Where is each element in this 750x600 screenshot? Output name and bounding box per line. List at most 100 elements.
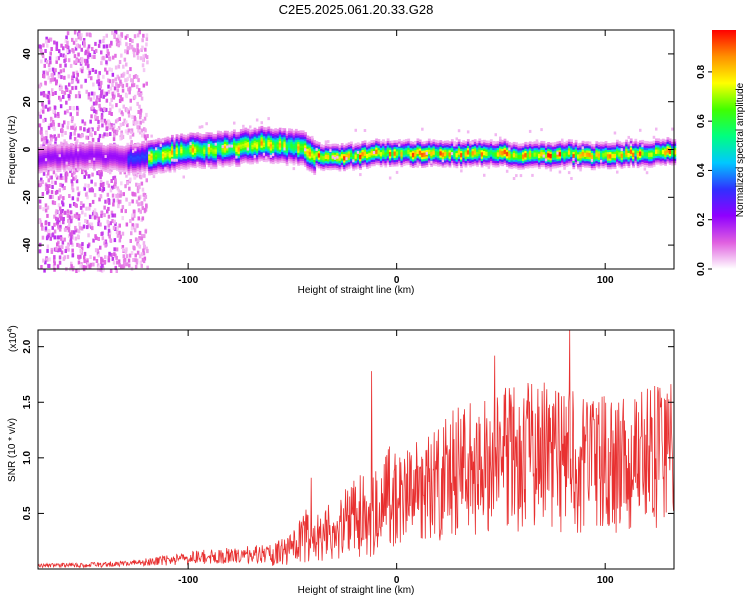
spectrogram-cell bbox=[113, 252, 116, 257]
spectrogram-cell bbox=[216, 149, 220, 153]
spectrogram-cell bbox=[230, 156, 234, 160]
spectrogram-cell bbox=[164, 169, 167, 173]
spectrogram-cell bbox=[106, 159, 110, 163]
spectrogram-cell bbox=[538, 142, 541, 146]
spectrogram-cell bbox=[533, 156, 537, 159]
spectrogram-cell bbox=[414, 151, 417, 155]
spectrogram-cell bbox=[127, 149, 131, 152]
spectrogram-cell bbox=[572, 153, 576, 157]
spectrogram-cell bbox=[164, 139, 167, 143]
spectrogram-cell bbox=[613, 142, 617, 146]
spectrogram-cell bbox=[44, 187, 48, 191]
spectrogram-cell bbox=[292, 152, 296, 155]
spectrogram-cell bbox=[157, 165, 161, 169]
spectrogram-cell bbox=[315, 147, 318, 151]
spectrogram-cell bbox=[214, 138, 218, 141]
spectrogram-cell bbox=[320, 159, 323, 162]
spectrogram-cell bbox=[366, 162, 369, 165]
spectrogram-cell bbox=[83, 161, 87, 164]
spectrogram-cell bbox=[494, 145, 498, 149]
spectrogram-cell bbox=[69, 132, 73, 137]
spectrogram-cell bbox=[382, 139, 385, 143]
spectrogram-cell bbox=[54, 91, 57, 95]
spectrogram-cell bbox=[212, 159, 216, 163]
spectrogram-cell bbox=[345, 167, 349, 170]
spectrogram-cell bbox=[120, 150, 124, 153]
spectrogram-cell bbox=[512, 146, 516, 149]
spectrogram-cell bbox=[320, 148, 323, 152]
spectrogram-cell bbox=[425, 145, 429, 148]
spectrogram-cell bbox=[382, 158, 385, 162]
spectrogram-cell bbox=[278, 149, 282, 152]
spectrogram-cell bbox=[265, 131, 268, 135]
spectrogram-cell bbox=[551, 146, 555, 150]
spectrogram-cell bbox=[432, 158, 436, 162]
spectrogram-cell bbox=[75, 269, 78, 273]
spectrogram-cell bbox=[405, 160, 408, 164]
spectrogram-cell bbox=[48, 106, 52, 111]
spectrogram-cell bbox=[448, 158, 452, 162]
spectrogram-cell bbox=[496, 164, 500, 168]
spectrogram-cell bbox=[79, 36, 83, 41]
spectrogram-cell bbox=[113, 163, 117, 166]
spectrogram-cell bbox=[127, 110, 130, 115]
spectrogram-cell bbox=[77, 254, 80, 259]
spectrogram-cell bbox=[73, 30, 77, 35]
spectrogram-cell bbox=[226, 137, 229, 140]
spectrogram-cell bbox=[260, 145, 264, 148]
spectrogram-cell bbox=[129, 106, 132, 111]
spectrogram-cell bbox=[258, 137, 261, 140]
spectrogram-cell bbox=[122, 64, 125, 69]
spectrogram-cell bbox=[411, 156, 415, 160]
spectrogram-cell bbox=[407, 145, 411, 148]
spectrogram-cell bbox=[366, 142, 369, 146]
spectrogram-cell bbox=[228, 162, 232, 165]
spectrogram-cell bbox=[418, 163, 422, 166]
spectrogram-cell bbox=[395, 163, 399, 167]
spectrogram-cell bbox=[455, 144, 459, 147]
spectrogram-cell bbox=[544, 151, 548, 155]
spectrogram-cell bbox=[595, 151, 599, 155]
spectrogram-cell bbox=[285, 152, 289, 156]
spectrogram-cell bbox=[194, 163, 197, 166]
spectrogram-cell bbox=[609, 160, 612, 163]
spectrogram-cell bbox=[67, 74, 70, 79]
spectrogram-cell bbox=[363, 153, 367, 156]
spectrogram-cell bbox=[39, 130, 43, 135]
spectrogram-cell bbox=[138, 147, 142, 151]
spectrogram-cell bbox=[593, 148, 596, 151]
spectrogram-cell bbox=[90, 156, 94, 160]
spectrogram-cell bbox=[180, 157, 183, 160]
spectrogram-cell bbox=[311, 138, 314, 141]
spectrogram-cell bbox=[83, 255, 86, 260]
spectrogram-cell bbox=[508, 157, 511, 160]
spectrogram-cell bbox=[177, 163, 181, 166]
spectrogram-cell bbox=[102, 94, 105, 99]
spectrogram-cell bbox=[65, 154, 69, 157]
spectrogram-cell bbox=[57, 122, 61, 127]
spectrogram-cell bbox=[86, 47, 90, 52]
spectrogram-cell bbox=[448, 156, 452, 159]
spectrogram-cell bbox=[77, 153, 80, 156]
spectrogram-cell bbox=[136, 173, 139, 178]
spectrogram-cell bbox=[92, 101, 96, 106]
spectrogram-cell bbox=[86, 143, 89, 146]
spectrogram-cell bbox=[198, 150, 202, 154]
spectrogram-cell bbox=[281, 130, 284, 133]
spectrogram-cell bbox=[290, 150, 294, 153]
spectrogram-cell bbox=[65, 172, 69, 177]
spectrogram-cell bbox=[136, 159, 140, 163]
spectrogram-cell bbox=[274, 128, 278, 131]
spectrogram-cell bbox=[74, 154, 78, 158]
spectrogram-cell bbox=[214, 149, 218, 152]
spectrogram-cell bbox=[540, 164, 544, 168]
spectrogram-cell bbox=[288, 134, 291, 138]
spectrogram-cell bbox=[212, 140, 216, 143]
spectrogram-cell bbox=[425, 158, 429, 161]
spectrogram-cell bbox=[205, 149, 209, 152]
spectrogram-cell bbox=[237, 155, 241, 159]
spectrogram-cell bbox=[74, 175, 78, 179]
spectrogram-cell bbox=[226, 145, 229, 149]
spectrogram-cell bbox=[572, 145, 576, 148]
spectrogram-cell bbox=[356, 153, 360, 156]
